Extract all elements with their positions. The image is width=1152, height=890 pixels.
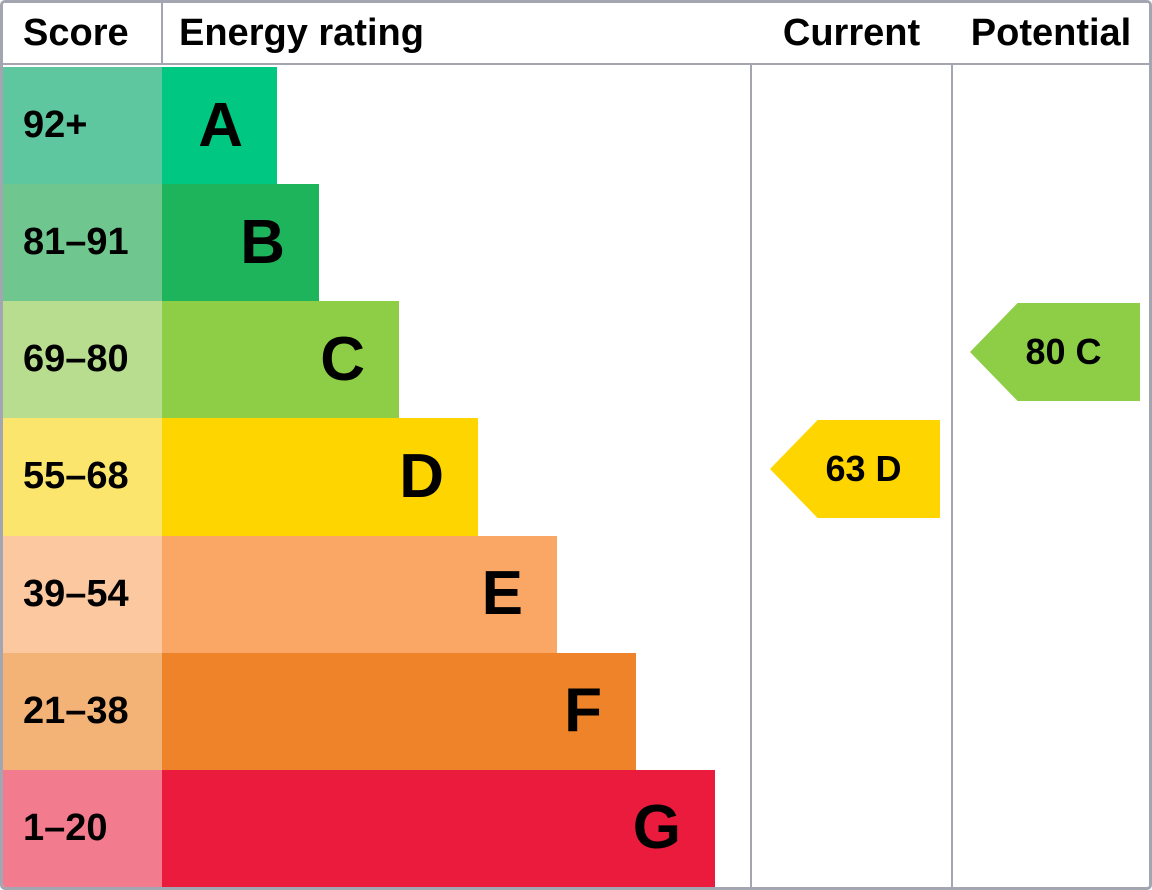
band-row: 39–54 E: [3, 535, 1149, 653]
band-score-range: 81–91: [23, 221, 129, 264]
band-bar: E: [162, 535, 557, 653]
current-column-header: Current: [782, 12, 921, 54]
chart-header: Score Energy rating Current Potential: [3, 3, 1149, 65]
band-row: 81–91 B: [3, 184, 1149, 302]
band-score-range: 39–54: [23, 572, 129, 615]
band-row: 55–68 D: [3, 418, 1149, 536]
band-letter: D: [399, 441, 444, 511]
current-rating-label: 63 D: [825, 448, 902, 489]
band-row: 21–38 F: [3, 652, 1149, 770]
band-score-cell: 21–38: [3, 652, 162, 770]
energy-rating-column-header: Energy rating: [179, 12, 424, 54]
band-bar: D: [162, 418, 478, 536]
potential-column-divider: [951, 3, 953, 887]
band-score-cell: 1–20: [3, 769, 162, 887]
band-score-cell: 55–68: [3, 418, 162, 536]
band-bar: C: [162, 301, 399, 419]
band-letter: B: [240, 207, 285, 277]
band-score-range: 69–80: [23, 338, 129, 381]
score-header-divider: [161, 3, 163, 63]
band-letter: E: [481, 559, 523, 629]
band-score-cell: 39–54: [3, 535, 162, 653]
band-score-range: 92+: [23, 104, 88, 147]
band-bar: F: [162, 652, 636, 770]
band-row: 92+ A: [3, 67, 1149, 185]
potential-column-header: Potential: [970, 12, 1132, 54]
band-score-range: 21–38: [23, 689, 129, 732]
band-score-cell: 92+: [3, 67, 162, 185]
band-row: 69–80 C: [3, 301, 1149, 419]
band-bar: A: [162, 67, 277, 185]
band-bar: B: [162, 184, 319, 302]
band-score-cell: 81–91: [3, 184, 162, 302]
band-bar: G: [162, 769, 715, 887]
current-column-divider: [750, 3, 752, 887]
band-letter: F: [564, 676, 602, 746]
band-row: 1–20 G: [3, 769, 1149, 887]
band-score-range: 55–68: [23, 455, 129, 498]
band-letter: A: [198, 90, 243, 160]
band-score-range: 1–20: [23, 806, 108, 849]
band-score-cell: 69–80: [3, 301, 162, 419]
band-letter: C: [320, 324, 365, 394]
potential-rating-label: 80 C: [1025, 331, 1102, 372]
band-rows: 92+ A 81–91 B 69–80 C 55–68 D 39–54 E 21…: [3, 67, 1149, 887]
band-letter: G: [632, 793, 681, 863]
score-column-header: Score: [23, 12, 129, 54]
